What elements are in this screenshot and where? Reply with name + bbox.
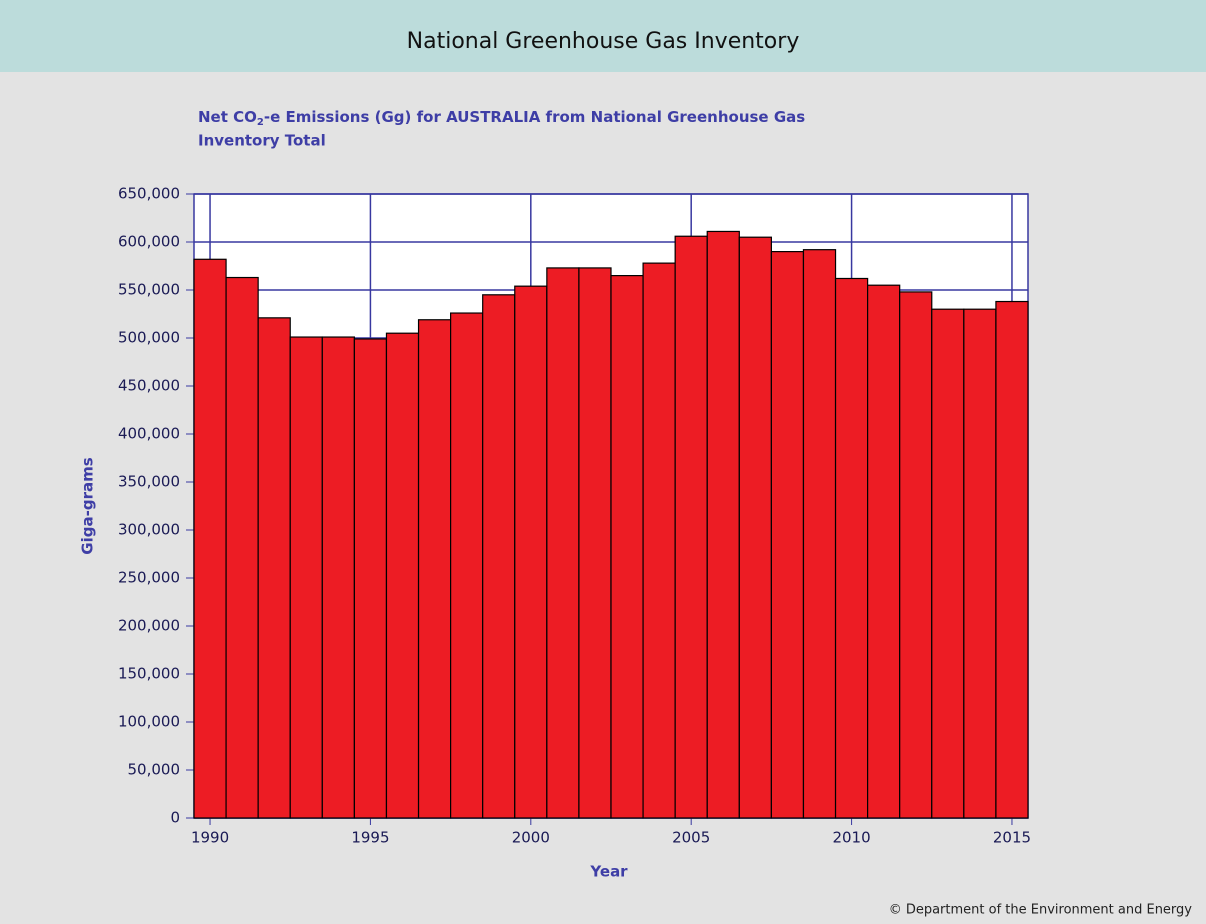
bar	[610, 275, 644, 819]
chart-title-line2: Inventory Total	[198, 132, 326, 150]
bar	[931, 308, 965, 819]
bar	[321, 336, 355, 819]
bar	[706, 230, 740, 819]
bar	[642, 262, 676, 819]
y-tick-label: 300,000	[118, 521, 180, 539]
title-subscript: 2	[257, 117, 264, 128]
chart-title: Net CO2-e Emissions (Gg) for AUSTRALIA f…	[198, 108, 805, 129]
bar	[899, 291, 933, 819]
y-axis-label: Giga-grams	[79, 457, 97, 554]
y-tick-label: 400,000	[118, 425, 180, 443]
bar	[963, 308, 997, 819]
bar	[995, 300, 1029, 819]
bar	[674, 235, 708, 819]
header-band	[0, 0, 1206, 72]
y-tick-label: 600,000	[118, 233, 180, 251]
bar	[546, 267, 580, 819]
x-tick-label: 1995	[351, 829, 389, 847]
bar	[482, 294, 516, 819]
y-tick-label: 350,000	[118, 473, 180, 491]
x-tick-label: 2000	[512, 829, 550, 847]
y-tick-label: 500,000	[118, 329, 180, 347]
header-title: National Greenhouse Gas Inventory	[407, 29, 800, 54]
y-tick-label: 100,000	[118, 713, 180, 731]
x-tick-label: 2005	[672, 829, 710, 847]
bar	[738, 236, 772, 819]
bar	[353, 338, 388, 819]
bar	[225, 276, 259, 819]
title-part: Net CO	[198, 108, 257, 126]
bar	[867, 284, 901, 819]
y-tick-label: 650,000	[118, 185, 180, 203]
bar	[578, 267, 612, 819]
y-tick-label: 450,000	[118, 377, 180, 395]
bar	[193, 258, 227, 819]
x-tick-label: 2015	[993, 829, 1031, 847]
bar	[257, 317, 291, 819]
y-tick-label: 50,000	[128, 761, 181, 779]
bar	[417, 319, 452, 819]
bar	[834, 277, 869, 819]
x-tick-label: 2010	[832, 829, 870, 847]
x-axis-label: Year	[589, 863, 628, 881]
bar	[802, 249, 837, 819]
y-tick-label: 0	[170, 809, 180, 827]
bar	[385, 332, 420, 819]
bar	[450, 312, 484, 819]
y-tick-label: 250,000	[118, 569, 180, 587]
footer-credit: © Department of the Environment and Ener…	[889, 903, 1193, 918]
x-tick-label: 1990	[191, 829, 229, 847]
bar	[514, 285, 548, 819]
bar	[770, 251, 805, 819]
title-part: -e Emissions (Gg) for AUSTRALIA from Nat…	[264, 108, 805, 126]
y-tick-label: 150,000	[118, 665, 180, 683]
bar	[289, 336, 323, 819]
y-tick-label: 550,000	[118, 281, 180, 299]
y-tick-label: 200,000	[118, 617, 180, 635]
